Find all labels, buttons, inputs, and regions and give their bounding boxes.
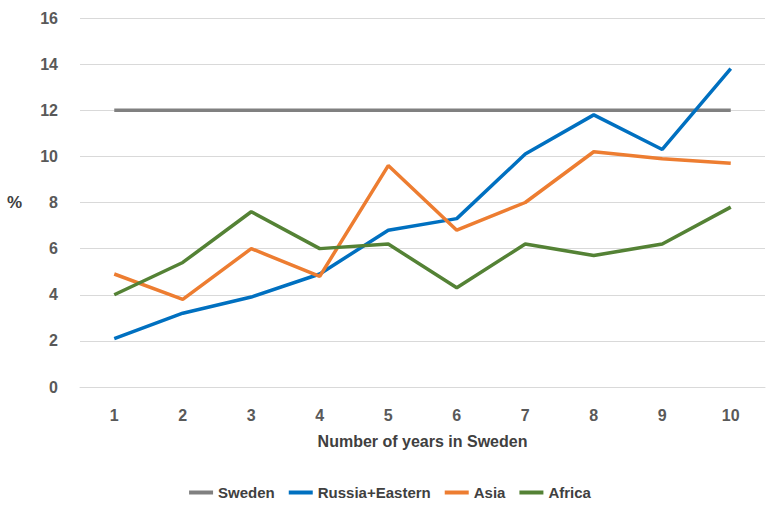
svg-text:3: 3 — [247, 407, 256, 424]
svg-text:10: 10 — [40, 148, 58, 165]
svg-text:Sweden: Sweden — [218, 484, 275, 501]
svg-text:8: 8 — [589, 407, 598, 424]
svg-text:9: 9 — [658, 407, 667, 424]
svg-text:Africa: Africa — [548, 484, 591, 501]
svg-text:0: 0 — [49, 379, 58, 396]
svg-text:2: 2 — [178, 407, 187, 424]
svg-text:Asia: Asia — [474, 484, 506, 501]
svg-text:7: 7 — [521, 407, 530, 424]
svg-text:Number of years in Sweden: Number of years in Sweden — [318, 433, 528, 450]
svg-text:1: 1 — [110, 407, 119, 424]
svg-text:16: 16 — [40, 10, 58, 27]
svg-text:6: 6 — [452, 407, 461, 424]
svg-text:%: % — [7, 193, 22, 212]
svg-text:12: 12 — [40, 102, 58, 119]
svg-text:6: 6 — [49, 240, 58, 257]
svg-text:4: 4 — [315, 407, 324, 424]
svg-text:2: 2 — [49, 332, 58, 349]
svg-text:10: 10 — [722, 407, 740, 424]
svg-text:4: 4 — [49, 286, 58, 303]
svg-text:5: 5 — [384, 407, 393, 424]
svg-text:Russia+Eastern: Russia+Eastern — [318, 484, 431, 501]
svg-text:8: 8 — [49, 194, 58, 211]
svg-text:14: 14 — [40, 56, 58, 73]
